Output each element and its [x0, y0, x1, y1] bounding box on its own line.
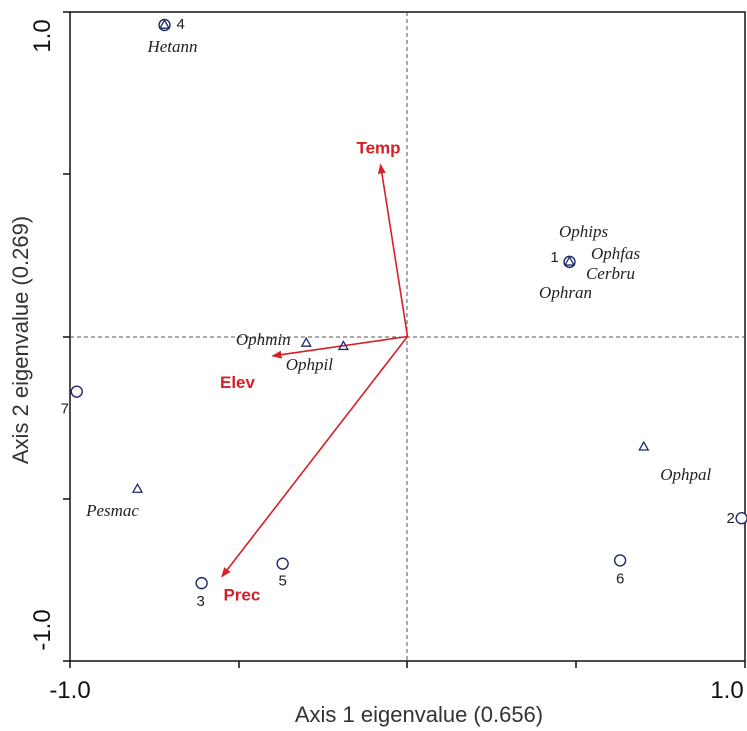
site-point-2: [735, 512, 747, 525]
species-point-hetann: [158, 18, 171, 29]
species-point-ophips: [563, 255, 576, 266]
vector-label-prec: Prec: [223, 586, 260, 605]
species-label-ophpal: Ophpal: [660, 465, 711, 484]
site-point-5: [276, 557, 289, 570]
site-point-3: [195, 576, 208, 590]
site-label-1: 1: [550, 249, 558, 266]
species-label-pesmac: Pesmac: [85, 501, 139, 520]
y-tick-label-max: 1.0: [29, 19, 56, 52]
x-tick-label-min: -1.0: [49, 677, 90, 704]
x-tick-label-max: 1.0: [710, 677, 743, 704]
site-label-7: 7: [61, 401, 69, 418]
site-point-7: [70, 385, 83, 398]
y-axis-label: Axis 2 eigenvalue (0.269): [8, 216, 33, 464]
species-label-cerbru: Cerbru: [586, 264, 635, 283]
species-label-ophpil: Ophpil: [286, 355, 334, 374]
site-label-6: 6: [616, 570, 624, 587]
vector-label-elev: Elev: [220, 373, 256, 392]
species-point-ophpal: [638, 440, 650, 451]
species-label-ophmin: Ophmin: [236, 330, 291, 349]
vector-label-temp: Temp: [356, 139, 400, 158]
species-point-ophmin: [300, 336, 312, 347]
species-label-hetann: Hetann: [146, 37, 197, 56]
site-label-5: 5: [278, 573, 286, 590]
species-label-ophfas: Ophfas: [591, 244, 641, 263]
species-point-pesmac: [131, 482, 144, 493]
x-axis-label: Axis 1 eigenvalue (0.656): [295, 702, 543, 727]
site-label-3: 3: [196, 593, 204, 610]
vector-arrow-temp: [377, 163, 409, 337]
site-point-6: [613, 554, 627, 567]
axis-ticks: [63, 11, 746, 668]
site-label-4: 4: [177, 16, 185, 33]
vector-arrow-prec: [221, 336, 409, 578]
species-label-ophran: Ophran: [539, 283, 592, 302]
site-label-2: 2: [726, 510, 734, 527]
species-label-ophips: Ophips: [559, 222, 609, 241]
species-point-ophpil: [337, 340, 349, 351]
y-tick-label-min: -1.0: [29, 609, 56, 650]
